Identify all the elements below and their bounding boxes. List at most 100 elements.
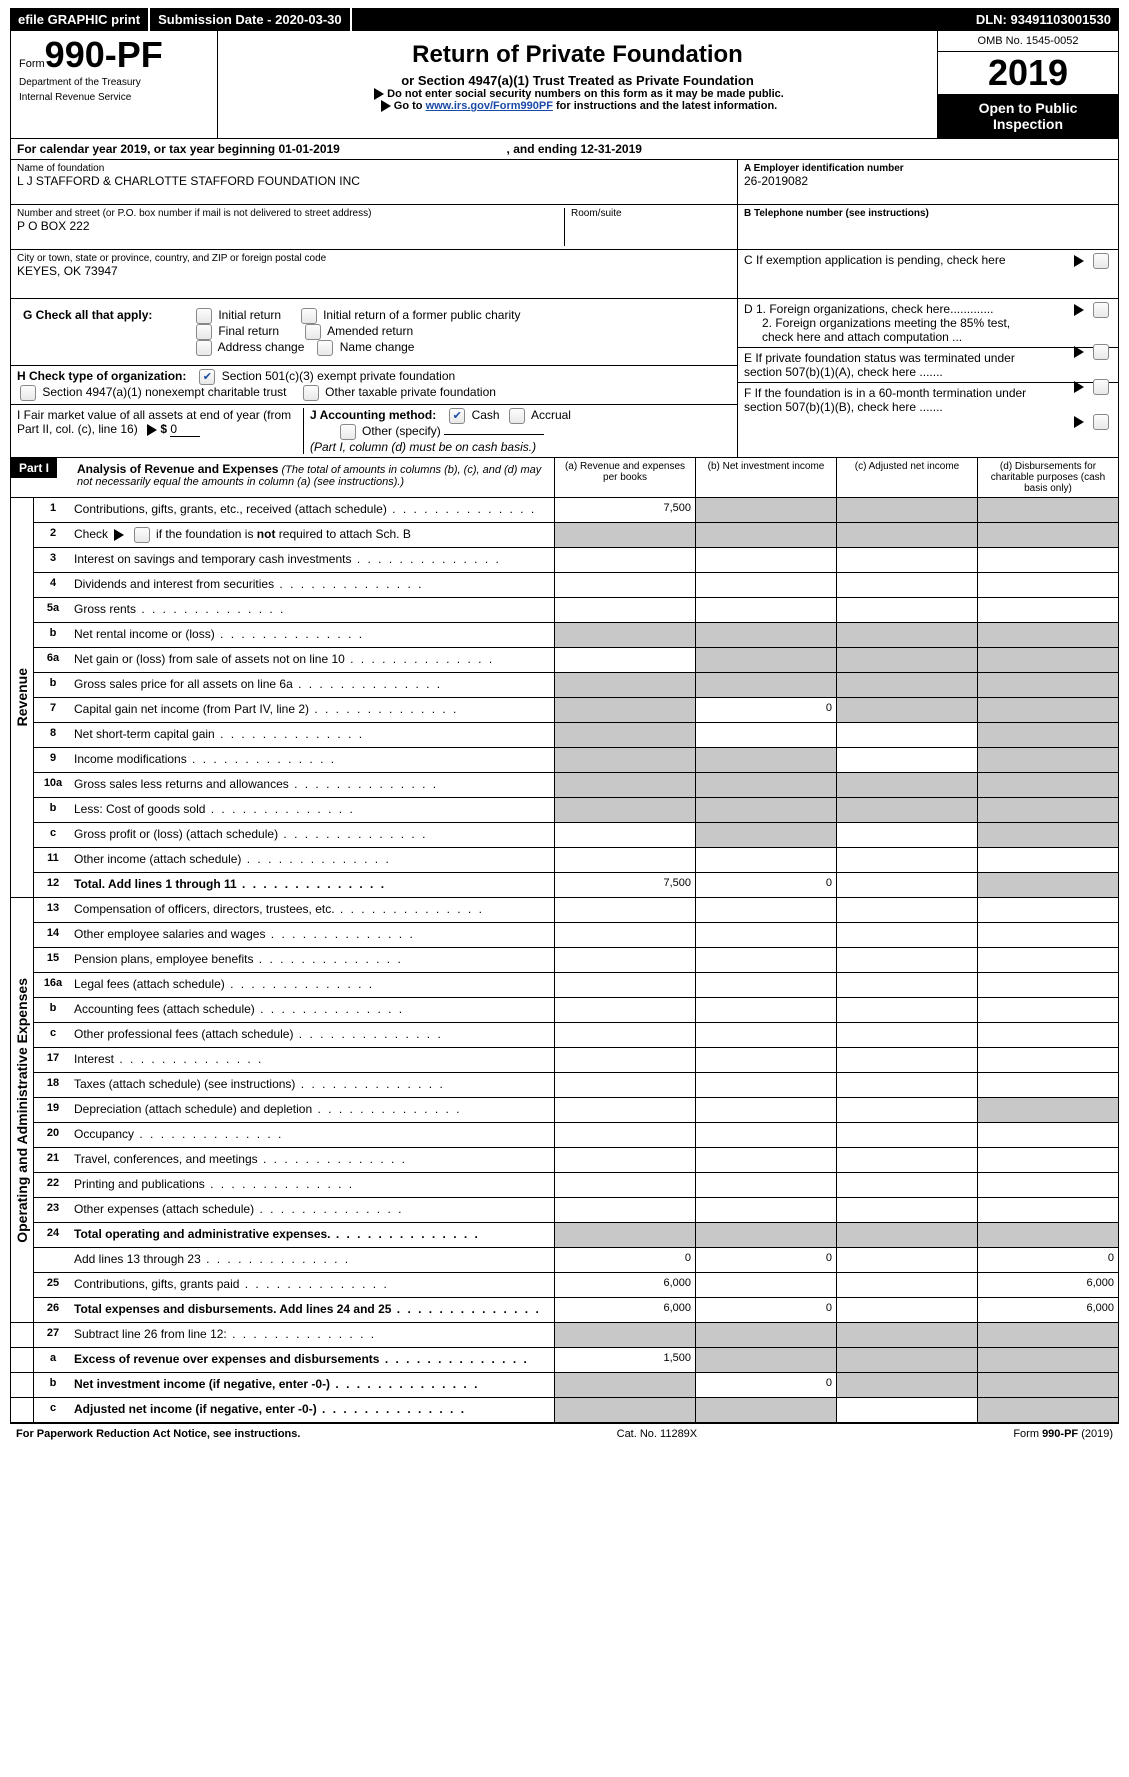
accrual-checkbox[interactable] bbox=[509, 408, 525, 424]
submission-date: Submission Date - 2020-03-30 bbox=[150, 8, 352, 31]
ein: 26-2019082 bbox=[744, 174, 1112, 188]
address: P O BOX 222 bbox=[17, 219, 564, 233]
name-label: Name of foundation bbox=[17, 163, 731, 174]
line-5a: 5aGross rents bbox=[34, 598, 1118, 623]
schb-checkbox[interactable] bbox=[134, 527, 150, 543]
col-c-head: (c) Adjusted net income bbox=[836, 458, 977, 497]
d1-label: D 1. Foreign organizations, check here..… bbox=[744, 302, 993, 316]
initial-return-checkbox[interactable] bbox=[196, 308, 212, 324]
arrow-icon bbox=[1074, 346, 1084, 358]
line-6b: bGross sales price for all assets on lin… bbox=[34, 673, 1118, 698]
g-label: G Check all that apply: bbox=[23, 308, 152, 322]
arrow-icon bbox=[147, 424, 157, 436]
other-method-checkbox[interactable] bbox=[340, 424, 356, 440]
form-prefix: Form bbox=[19, 58, 45, 70]
final-return-checkbox[interactable] bbox=[196, 324, 212, 340]
line-11: 11Other income (attach schedule) bbox=[34, 848, 1118, 873]
arrow-icon bbox=[381, 100, 391, 112]
line-5b: bNet rental income or (loss) bbox=[34, 623, 1118, 648]
city-label: City or town, state or province, country… bbox=[17, 253, 731, 264]
line-10a: 10aGross sales less returns and allowanc… bbox=[34, 773, 1118, 798]
fmv-value: 0 bbox=[170, 422, 200, 437]
col-b-head: (b) Net investment income bbox=[695, 458, 836, 497]
c-checkbox[interactable] bbox=[1093, 253, 1109, 269]
initial-former-checkbox[interactable] bbox=[301, 308, 317, 324]
line-8: 8Net short-term capital gain bbox=[34, 723, 1118, 748]
expenses-side-label: Operating and Administrative Expenses bbox=[11, 898, 34, 1322]
arrow-icon bbox=[1074, 381, 1084, 393]
e-checkbox[interactable] bbox=[1093, 379, 1109, 395]
footer-left: For Paperwork Reduction Act Notice, see … bbox=[16, 1428, 300, 1440]
city-state-zip: KEYES, OK 73947 bbox=[17, 264, 731, 278]
d2-label: 2. Foreign organizations meeting the 85%… bbox=[744, 316, 1042, 344]
line-14: 14Other employee salaries and wages bbox=[34, 923, 1118, 948]
line-6a: 6aNet gain or (loss) from sale of assets… bbox=[34, 648, 1118, 673]
address-label: Number and street (or P.O. box number if… bbox=[17, 208, 564, 219]
line-24s: Add lines 13 through 23000 bbox=[34, 1248, 1118, 1273]
cash-checkbox[interactable] bbox=[449, 408, 465, 424]
h-label: H Check type of organization: bbox=[17, 369, 186, 383]
address-change-checkbox[interactable] bbox=[196, 340, 212, 356]
line-27a: aExcess of revenue over expenses and dis… bbox=[11, 1348, 1118, 1373]
b-label: B Telephone number (see instructions) bbox=[744, 208, 929, 219]
line-9: 9Income modifications bbox=[34, 748, 1118, 773]
calendar-year-row: For calendar year 2019, or tax year begi… bbox=[10, 139, 1119, 160]
line-3: 3Interest on savings and temporary cash … bbox=[34, 548, 1118, 573]
line-16a: 16aLegal fees (attach schedule) bbox=[34, 973, 1118, 998]
arrow-icon bbox=[1074, 255, 1084, 267]
line-16c: cOther professional fees (attach schedul… bbox=[34, 1023, 1118, 1048]
dept-line1: Department of the Treasury bbox=[19, 77, 209, 88]
arrow-icon bbox=[374, 88, 384, 100]
j-note: (Part I, column (d) must be on cash basi… bbox=[310, 440, 536, 454]
j-label: J Accounting method: bbox=[310, 408, 436, 422]
line-12: 12Total. Add lines 1 through 117,5000 bbox=[34, 873, 1118, 897]
c-label: C If exemption application is pending, c… bbox=[744, 253, 1006, 267]
open-inspection: Open to PublicInspection bbox=[938, 94, 1118, 138]
ssn-warning: Do not enter social security numbers on … bbox=[226, 88, 929, 100]
line-7: 7Capital gain net income (from Part IV, … bbox=[34, 698, 1118, 723]
line-16b: bAccounting fees (attach schedule) bbox=[34, 998, 1118, 1023]
efile-label: efile GRAPHIC print bbox=[10, 8, 150, 31]
d1-checkbox[interactable] bbox=[1093, 302, 1109, 318]
part1-label: Part I bbox=[11, 458, 57, 478]
f-checkbox[interactable] bbox=[1093, 414, 1109, 430]
amended-return-checkbox[interactable] bbox=[305, 324, 321, 340]
revenue-side-label: Revenue bbox=[11, 498, 34, 897]
top-bar: efile GRAPHIC print Submission Date - 20… bbox=[10, 8, 1119, 31]
part1-table: Part I Analysis of Revenue and Expenses … bbox=[10, 458, 1119, 1423]
line-1: 1Contributions, gifts, grants, etc., rec… bbox=[34, 498, 1118, 523]
line-22: 22Printing and publications bbox=[34, 1173, 1118, 1198]
dept-line2: Internal Revenue Service bbox=[19, 92, 209, 103]
4947a1-checkbox[interactable] bbox=[20, 385, 36, 401]
identity-block: Name of foundation L J STAFFORD & CHARLO… bbox=[10, 160, 1119, 458]
form-number: 990-PF bbox=[45, 34, 163, 75]
line-26: 26Total expenses and disbursements. Add … bbox=[34, 1298, 1118, 1322]
col-a-head: (a) Revenue and expenses per books bbox=[554, 458, 695, 497]
501c3-checkbox[interactable] bbox=[199, 369, 215, 385]
col-d-head: (d) Disbursements for charitable purpose… bbox=[977, 458, 1118, 497]
page-footer: For Paperwork Reduction Act Notice, see … bbox=[10, 1423, 1119, 1444]
dln: DLN: 93491103001530 bbox=[968, 8, 1119, 31]
name-change-checkbox[interactable] bbox=[317, 340, 333, 356]
e-label: E If private foundation status was termi… bbox=[744, 351, 1044, 379]
line-20: 20Occupancy bbox=[34, 1123, 1118, 1148]
arrow-icon bbox=[1074, 304, 1084, 316]
line-17: 17Interest bbox=[34, 1048, 1118, 1073]
instructions-link[interactable]: www.irs.gov/Form990PF bbox=[426, 100, 553, 112]
a-label: A Employer identification number bbox=[744, 163, 904, 174]
line-27b: bNet investment income (if negative, ent… bbox=[11, 1373, 1118, 1398]
line-27c: cAdjusted net income (if negative, enter… bbox=[11, 1398, 1118, 1422]
other-taxable-checkbox[interactable] bbox=[303, 385, 319, 401]
footer-right: Form 990-PF (2019) bbox=[1013, 1428, 1113, 1440]
arrow-icon bbox=[1074, 416, 1084, 428]
line-19: 19Depreciation (attach schedule) and dep… bbox=[34, 1098, 1118, 1123]
line-10c: cGross profit or (loss) (attach schedule… bbox=[34, 823, 1118, 848]
line-21: 21Travel, conferences, and meetings bbox=[34, 1148, 1118, 1173]
line-10b: bLess: Cost of goods sold bbox=[34, 798, 1118, 823]
foundation-name: L J STAFFORD & CHARLOTTE STAFFORD FOUNDA… bbox=[17, 174, 731, 188]
line-4: 4Dividends and interest from securities bbox=[34, 573, 1118, 598]
goto-line: Go to www.irs.gov/Form990PF for instruct… bbox=[226, 100, 929, 112]
line-23: 23Other expenses (attach schedule) bbox=[34, 1198, 1118, 1223]
tax-year: 2019 bbox=[938, 52, 1118, 94]
d2-checkbox[interactable] bbox=[1093, 344, 1109, 360]
